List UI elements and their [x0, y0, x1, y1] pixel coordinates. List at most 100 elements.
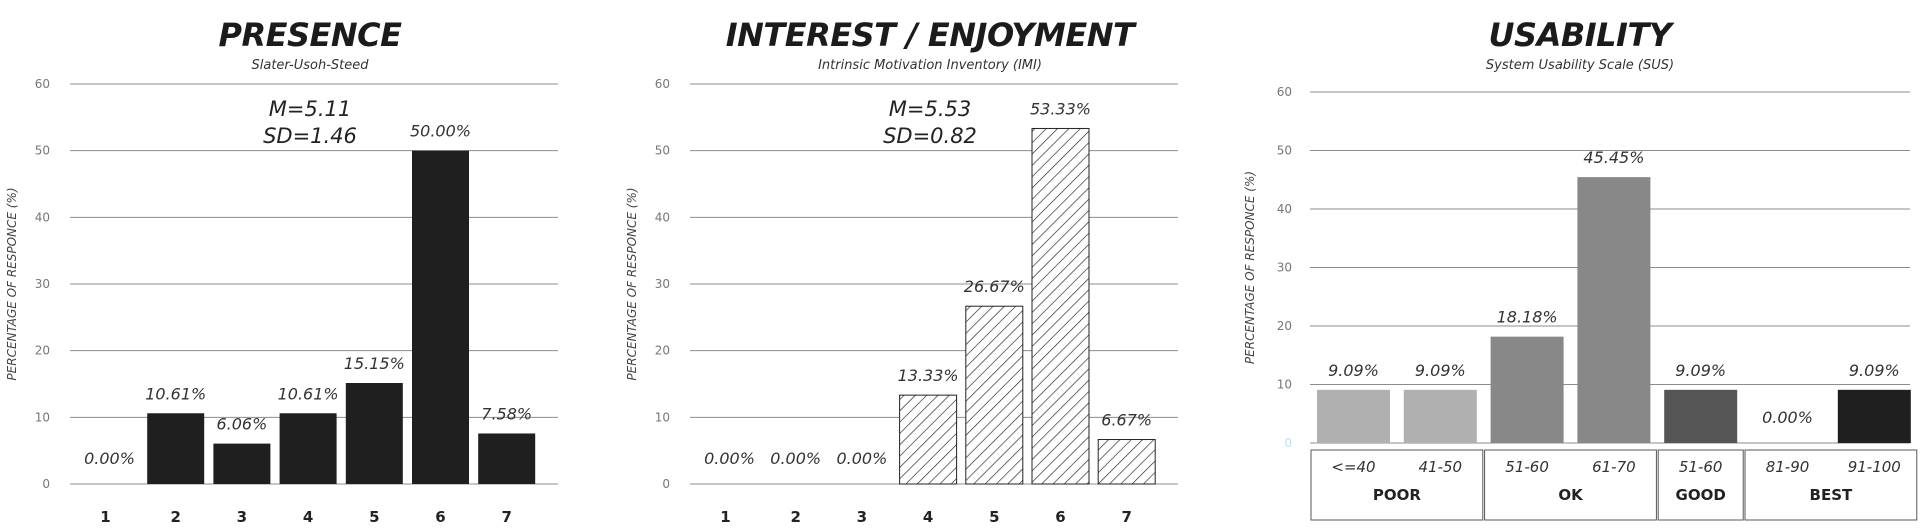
- y-tick-label: 20: [655, 344, 670, 358]
- x-tick-label: 5: [989, 508, 999, 526]
- y-axis-label: PERCENTAGE OF RESPONCE (%): [5, 187, 19, 380]
- y-tick-label: 10: [35, 410, 50, 424]
- x-tick-label: 6: [435, 508, 445, 526]
- y-tick-label: 50: [655, 144, 670, 158]
- bar: [965, 305, 1024, 485]
- y-tick-label: 0: [662, 477, 670, 491]
- stats-annotation: M=5.53: [889, 97, 971, 121]
- x-tick-label: <=40: [1331, 458, 1375, 476]
- x-tick-label: 2: [170, 508, 180, 526]
- usability-panel: USABILITY System Usability Scale (SUS) 0…: [1240, 0, 1920, 532]
- y-tick-label: 30: [655, 277, 670, 291]
- y-tick-label: 10: [1277, 378, 1292, 392]
- y-tick-label: 0: [1284, 436, 1292, 450]
- data-label: 0.00%: [770, 449, 821, 468]
- data-label: 9.09%: [1328, 361, 1379, 380]
- y-tick-label: 50: [1277, 144, 1292, 158]
- y-tick-label: 40: [1277, 202, 1292, 216]
- y-tick-label: 40: [35, 210, 50, 224]
- data-label: 6.06%: [216, 415, 267, 434]
- x-tick-label: 1: [100, 508, 110, 526]
- data-label: 0.00%: [84, 449, 135, 468]
- x-tick-label: 51-60: [1679, 458, 1723, 476]
- stats-annotation: SD=0.82: [883, 124, 977, 148]
- interest-panel: INTEREST / ENJOYMENT Intrinsic Motivatio…: [620, 0, 1240, 532]
- bar: [412, 150, 469, 484]
- data-label: 9.09%: [1675, 361, 1726, 380]
- x-tick-label: 4: [303, 508, 313, 526]
- category-group-label: GOOD: [1676, 486, 1726, 504]
- chart-title: PRESENCE: [218, 16, 402, 54]
- chart-title: INTEREST / ENJOYMENT: [725, 16, 1135, 54]
- data-label: 10.61%: [278, 384, 339, 403]
- data-label: 0.00%: [1762, 408, 1813, 427]
- bar: [1490, 336, 1564, 443]
- y-tick-label: 60: [35, 77, 50, 91]
- category-group-label: POOR: [1373, 486, 1421, 504]
- stats-annotation: M=5.11: [269, 97, 351, 121]
- bar: [1031, 127, 1090, 485]
- data-label: 9.09%: [1849, 361, 1900, 380]
- x-tick-label: 7: [501, 508, 511, 526]
- x-tick-label: 91-100: [1848, 458, 1901, 476]
- data-label: 15.15%: [344, 354, 405, 373]
- x-tick-label: 5: [369, 508, 379, 526]
- data-label: 10.61%: [145, 384, 206, 403]
- stats-annotation: SD=1.46: [263, 124, 357, 148]
- x-tick-label: 3: [857, 508, 867, 526]
- data-label: 50.00%: [410, 122, 471, 141]
- x-tick-label: 3: [237, 508, 247, 526]
- bar: [1664, 389, 1738, 443]
- y-tick-label: 60: [655, 77, 670, 91]
- x-tick-label: 6: [1055, 508, 1065, 526]
- y-tick-label: 30: [1277, 261, 1292, 275]
- category-group-box: [1744, 449, 1918, 521]
- bar: [213, 443, 271, 484]
- bar: [279, 413, 337, 484]
- y-tick-label: 40: [655, 210, 670, 224]
- chart-title: USABILITY: [1488, 16, 1672, 54]
- data-label: 0.00%: [704, 449, 755, 468]
- y-tick-label: 20: [1277, 319, 1292, 333]
- y-axis-label: PERCENTAGE OF RESPONCE (%): [625, 187, 639, 380]
- chart-subtitle: System Usability Scale (SUS): [1485, 58, 1675, 73]
- x-tick-label: 51-60: [1505, 458, 1549, 476]
- usability-chart: 0 10 20 30 40 50 60 PERCENTAGE OF RESPONCE (%) 9…: [1243, 85, 1918, 521]
- category-group-label: BEST: [1810, 486, 1853, 504]
- data-label: 18.18%: [1497, 308, 1558, 327]
- x-tick-label: 81-90: [1766, 458, 1810, 476]
- category-group-label: OK: [1558, 486, 1584, 504]
- y-tick-label: 10: [655, 410, 670, 424]
- chart-subtitle: Intrinsic Motivation Inventory (IMI): [818, 58, 1042, 73]
- data-label: 53.33%: [1030, 99, 1091, 118]
- category-group-box: [1310, 449, 1484, 521]
- x-tick-label: 41-50: [1419, 458, 1463, 476]
- bar: [478, 433, 536, 484]
- chart-subtitle: Slater-Usoh-Steed: [251, 58, 369, 73]
- bar: [1403, 389, 1477, 443]
- data-label: 26.67%: [964, 277, 1025, 296]
- data-label: 45.45%: [1583, 148, 1644, 167]
- interest-chart: 0 10 20 30 40 50 60 PERCENTAGE OF RESPONCE (%) 0…: [625, 77, 1178, 526]
- data-label: 9.09%: [1415, 361, 1466, 380]
- presence-panel: PRESENCE Slater-Usoh-Steed 0 10 20 30 40 50 60…: [0, 0, 620, 532]
- y-tick-label: 0: [42, 477, 50, 491]
- y-axis-label: PERCENTAGE OF RESPONCE (%): [1243, 171, 1257, 364]
- bar: [147, 413, 205, 484]
- data-label: 7.58%: [481, 404, 532, 423]
- data-label: 13.33%: [898, 366, 959, 385]
- category-group-box: [1484, 449, 1657, 521]
- bar: [1317, 389, 1390, 443]
- data-label: 0.00%: [836, 449, 887, 468]
- x-tick-label: 2: [790, 508, 800, 526]
- presence-chart: 0 10 20 30 40 50 60 PERCENTAGE OF RESPONCE (%) 0…: [5, 77, 558, 526]
- y-tick-label: 20: [35, 344, 50, 358]
- bar: [899, 394, 958, 485]
- bar: [345, 383, 403, 484]
- y-tick-label: 30: [35, 277, 50, 291]
- x-tick-label: 61-70: [1592, 458, 1636, 476]
- x-tick-label: 1: [720, 508, 730, 526]
- y-tick-label: 50: [35, 144, 50, 158]
- bar: [1577, 177, 1651, 443]
- x-tick-label: 7: [1121, 508, 1131, 526]
